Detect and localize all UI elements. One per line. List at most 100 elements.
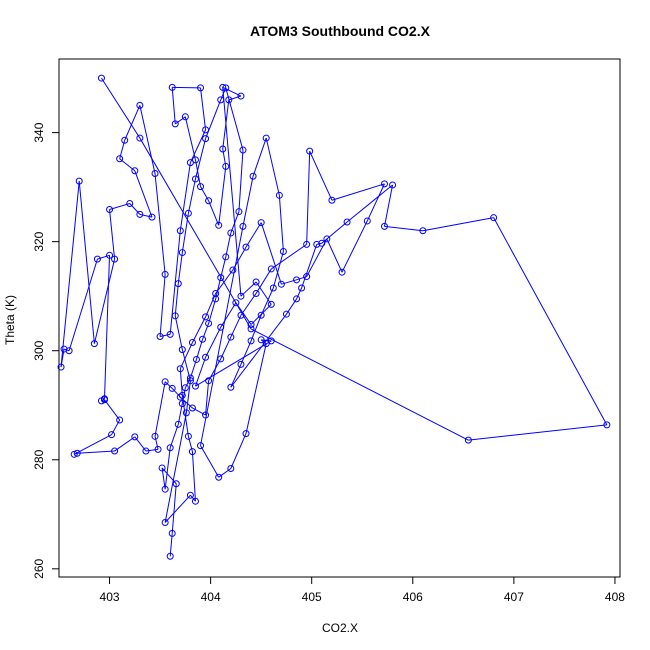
series-segment <box>78 181 95 344</box>
x-tick-label: 405 <box>302 590 322 604</box>
data-point <box>199 335 207 343</box>
data-point <box>217 323 225 331</box>
series-segment <box>174 283 179 316</box>
series-segment <box>139 105 156 174</box>
data-point <box>227 383 235 391</box>
series-segment <box>422 217 494 232</box>
series-segment <box>169 533 173 557</box>
data-point <box>232 299 240 307</box>
data-point <box>205 377 213 385</box>
data-point <box>303 240 311 248</box>
series-segment <box>301 244 318 289</box>
series-segment <box>191 451 196 502</box>
data-point <box>116 155 124 163</box>
data-point <box>282 310 290 318</box>
data-point <box>363 217 371 225</box>
series-segment <box>154 173 166 275</box>
data-point <box>239 222 247 230</box>
data-point <box>205 197 213 205</box>
series-segment <box>220 256 227 278</box>
data-point <box>168 384 176 392</box>
data-point <box>298 284 306 292</box>
data-point <box>57 363 65 371</box>
data-point <box>65 347 73 355</box>
series-segment <box>296 287 303 300</box>
series-segment <box>177 403 183 425</box>
data-point <box>184 432 192 440</box>
series-segment <box>139 213 153 218</box>
series-segment <box>164 447 171 490</box>
data-point <box>313 240 321 248</box>
series-segment <box>174 315 183 350</box>
data-point <box>186 374 194 382</box>
data-point <box>242 243 250 251</box>
x-axis-label: CO2.X <box>322 621 358 635</box>
series-segment <box>220 336 232 360</box>
data-point <box>168 529 176 537</box>
data-point <box>247 321 255 329</box>
data-point <box>106 251 114 259</box>
data-point <box>176 227 184 235</box>
series-segment <box>179 368 183 396</box>
data-point <box>227 464 235 472</box>
series-segment <box>205 380 210 416</box>
data-point <box>242 430 250 438</box>
series-segment <box>181 349 191 381</box>
y-axis-label: Theta (K) <box>3 295 17 345</box>
series-segment <box>185 380 191 413</box>
data-point <box>380 222 388 230</box>
series-segment <box>493 217 608 426</box>
data-point <box>490 214 498 222</box>
data-point <box>108 431 116 439</box>
data-point <box>215 221 223 229</box>
data-point <box>151 170 159 178</box>
series-segment <box>245 222 262 248</box>
x-tick-label: 408 <box>605 590 625 604</box>
data-point <box>318 239 326 247</box>
series-segment <box>192 407 206 416</box>
data-point <box>222 253 230 261</box>
series-segment <box>134 170 153 218</box>
series-line <box>60 77 608 557</box>
series-segment <box>230 313 287 388</box>
series-segment <box>326 238 343 273</box>
data-point <box>151 432 159 440</box>
series-segment <box>222 87 242 297</box>
data-point <box>136 101 144 109</box>
data-point <box>191 175 199 183</box>
data-point <box>247 337 255 345</box>
data-point <box>188 448 196 456</box>
data-point <box>136 134 144 142</box>
series-segment <box>60 181 80 368</box>
series-segment <box>255 268 272 294</box>
data-point <box>142 447 150 455</box>
data-point <box>235 208 243 216</box>
data-point <box>174 280 182 288</box>
data-point <box>181 113 189 121</box>
data-point <box>219 145 227 153</box>
data-point <box>217 274 225 282</box>
series-segment <box>129 203 141 215</box>
data-point <box>252 289 260 297</box>
data-point <box>269 284 277 292</box>
data-point <box>262 134 270 142</box>
data-point <box>277 280 285 288</box>
series-segment <box>255 281 272 305</box>
series-segment <box>124 105 141 141</box>
data-point <box>182 409 190 417</box>
data-point <box>73 449 81 457</box>
data-point <box>217 96 225 104</box>
data-point <box>191 382 199 390</box>
data-point <box>197 442 205 450</box>
data-point <box>161 378 169 386</box>
series-segment <box>366 183 385 222</box>
plot-frame <box>58 58 621 578</box>
data-point <box>161 518 169 526</box>
data-point <box>267 300 275 308</box>
series-segment <box>230 315 242 338</box>
series-segment <box>384 225 423 232</box>
x-tick-label: 406 <box>403 590 423 604</box>
data-point <box>60 345 68 353</box>
data-point <box>70 450 78 458</box>
series-segment <box>145 448 159 452</box>
